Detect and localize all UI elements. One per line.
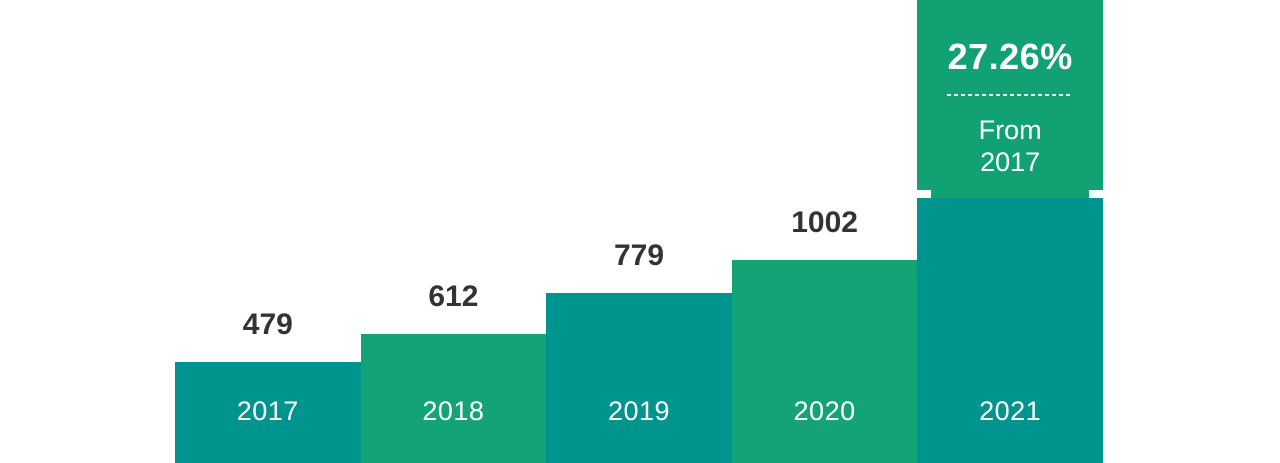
bar-2018: 612 2018: [360, 280, 547, 463]
bar-year-label-2020: 2020: [793, 396, 856, 426]
bar-year-label-2019: 2019: [607, 396, 671, 426]
growth-caption: From 2017: [978, 115, 1042, 178]
bar-group-2020: 1002 2020: [731, 0, 918, 463]
bar-group-2017: 479 2017: [175, 0, 361, 463]
callout-divider: [947, 94, 1074, 96]
bar-year-label-2021: 2021: [979, 396, 1042, 426]
growth-callout: 27.26% From 2017: [917, 0, 1103, 198]
bar-group-2021: 2021 27.26% From 2017: [917, 0, 1103, 463]
bar-2017: 479 2017: [175, 308, 361, 463]
bar-2019: 779 2019: [546, 239, 732, 463]
bar-group-2018: 612 2018: [360, 0, 547, 463]
growth-percent: 27.26%: [947, 36, 1073, 77]
bar-year-label-2017: 2017: [236, 396, 299, 426]
bar-value-label-2020: 1002: [791, 206, 858, 239]
bar-2021: 2021: [917, 198, 1103, 463]
bar-value-label-2018: 612: [428, 280, 479, 313]
bar-2020: 1002 2020: [731, 206, 918, 463]
bar-year-label-2018: 2018: [422, 396, 485, 426]
chart-area: 479 2017 612 2018 779 2019 1002 2020: [175, 0, 1103, 463]
callout-connector: [931, 190, 1089, 198]
bar-group-2019: 779 2019: [546, 0, 732, 463]
bar-value-label-2019: 779: [613, 239, 665, 272]
bar-value-label-2017: 479: [242, 308, 293, 341]
